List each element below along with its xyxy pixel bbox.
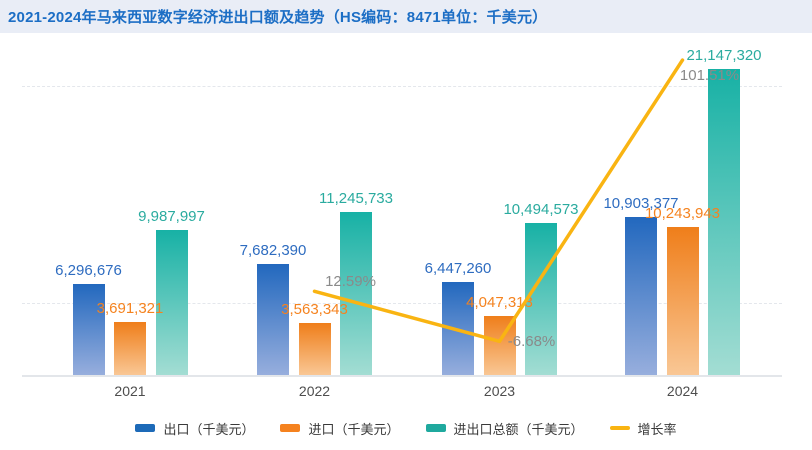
legend-item-label: 出口（千美元） bbox=[163, 421, 255, 437]
bar-2024-series-0 bbox=[625, 217, 657, 375]
bar-value-label: 3,691,321 bbox=[96, 299, 164, 317]
bar-value-label: 21,147,320 bbox=[686, 47, 762, 64]
legend-rect-swatch-icon bbox=[135, 424, 156, 432]
horizontal-gridline bbox=[22, 85, 782, 87]
bar-2021-series-1 bbox=[114, 321, 146, 375]
legend-rect-swatch-icon bbox=[425, 424, 446, 432]
legend-rect-swatch-icon bbox=[280, 424, 301, 432]
chart-area: 6,296,676 3,691,321 9,987,997 7,682,390 3,56… bbox=[0, 33, 812, 450]
bar-value-label: 6,296,676 bbox=[55, 261, 122, 279]
bar-value-label: 3,563,343 bbox=[281, 301, 348, 319]
bar-2022-series-0 bbox=[257, 263, 289, 375]
bar-2024-series-2 bbox=[708, 69, 740, 375]
chart-title-bar: 2021-2024年马来西亚数字经济进出口额及趋势（HS编码：8471单位：千美… bbox=[0, 0, 812, 33]
legend-item-3[interactable]: 增长率 bbox=[609, 419, 677, 438]
bar-2024-series-1 bbox=[666, 226, 699, 375]
legend-item-2[interactable]: 进出口总额（千美元） bbox=[425, 419, 584, 438]
growth-rate-label: 101.51% bbox=[679, 67, 740, 85]
legend: 出口（千美元） 进口（千美元） 进出口总额（千美元） 增长率 bbox=[0, 416, 812, 440]
bar-value-label: 11,245,733 bbox=[319, 190, 393, 208]
x-axis-line bbox=[22, 375, 782, 377]
bar-2022-series-2 bbox=[340, 212, 372, 375]
legend-item-1[interactable]: 进口（千美元） bbox=[280, 419, 400, 438]
bar-2021-series-0 bbox=[72, 283, 105, 375]
legend-item-label: 进出口总额（千美元） bbox=[453, 421, 584, 437]
growth-rate-label: 12.59% bbox=[325, 273, 376, 291]
legend-item-0[interactable]: 出口（千美元） bbox=[135, 419, 254, 438]
x-axis-label-2024: 2024 bbox=[666, 383, 699, 399]
legend-line-swatch-icon bbox=[609, 426, 630, 430]
bar-value-label: 9,987,997 bbox=[138, 208, 205, 226]
bar-value-label: 7,682,390 bbox=[239, 241, 307, 259]
bar-2021-series-2 bbox=[155, 230, 188, 375]
bar-value-label: 4,047,313 bbox=[466, 294, 533, 312]
chart-title: 2021-2024年马来西亚数字经济进出口额及趋势（HS编码：8471单位：千美… bbox=[8, 9, 548, 26]
legend-item-label: 进口（千美元） bbox=[308, 421, 400, 437]
x-axis-label-2023: 2023 bbox=[483, 383, 516, 399]
x-axis-label-2021: 2021 bbox=[114, 383, 146, 399]
bar-value-label: 10,243,943 bbox=[644, 204, 721, 222]
legend-item-label: 增长率 bbox=[637, 421, 677, 437]
growth-rate-label: -6.68% bbox=[507, 333, 556, 351]
x-axis-label-2022: 2022 bbox=[298, 383, 331, 399]
bar-2022-series-1 bbox=[298, 323, 331, 375]
